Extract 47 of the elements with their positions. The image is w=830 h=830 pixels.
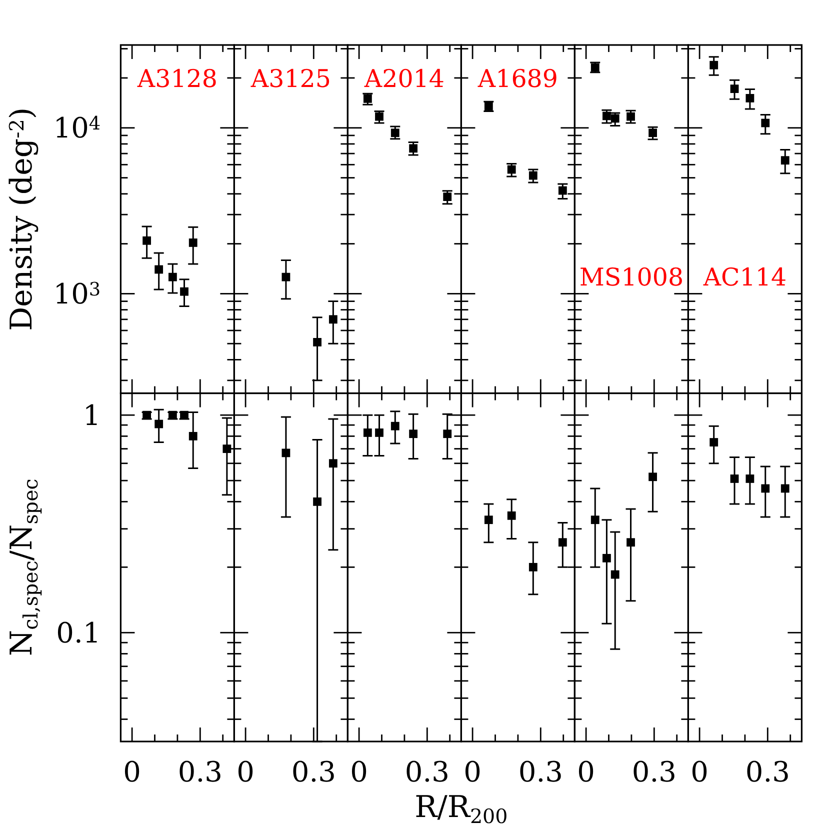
point — [188, 432, 198, 440]
x-tick-label: 0.3 — [291, 756, 336, 788]
x-tick-label: 0 — [690, 756, 708, 788]
x-tick-label: 0.3 — [632, 756, 676, 788]
point — [761, 118, 770, 128]
point — [780, 156, 790, 165]
x-tick-label: 0.3 — [178, 756, 222, 788]
point — [142, 236, 152, 245]
point — [180, 287, 188, 296]
y-tick-label: 1 — [82, 398, 101, 432]
x-tick-label: 0 — [123, 756, 141, 788]
point — [590, 516, 600, 524]
text: A1689 — [476, 64, 558, 93]
x-tick-label: 0.3 — [518, 756, 563, 788]
point — [558, 186, 567, 195]
x-tick-label: 0 — [464, 756, 482, 788]
point — [626, 538, 635, 547]
point — [730, 84, 739, 94]
point — [154, 265, 164, 274]
point — [507, 165, 516, 174]
point — [188, 238, 198, 247]
text: MS1008 — [579, 262, 684, 292]
text: AC114 — [702, 262, 787, 292]
point — [746, 94, 754, 102]
text: A3128 — [136, 64, 218, 93]
y-tick-label: 10$^{3}$ — [53, 277, 101, 310]
point — [602, 554, 611, 562]
x-tick-label: 0.3 — [745, 756, 790, 788]
point — [154, 420, 164, 428]
point — [648, 472, 657, 482]
x-tick-label: 0 — [577, 756, 595, 788]
y-tick-label: 0.1 — [56, 616, 101, 650]
point — [610, 570, 620, 579]
x-tick-label: 0 — [350, 756, 368, 788]
point — [222, 444, 232, 453]
x-tick-label: 0.3 — [404, 756, 450, 788]
x-tick-label: 0 — [236, 756, 254, 788]
y-tick-label: 10$^{4}$ — [53, 112, 101, 145]
point — [710, 60, 718, 70]
point — [507, 511, 516, 520]
point — [484, 516, 493, 524]
point — [528, 562, 538, 572]
text: A3125 — [250, 64, 331, 93]
text: A2014 — [363, 64, 444, 93]
x-axis-title: R/R$_{200}$ — [414, 790, 508, 828]
point — [168, 272, 177, 282]
point — [558, 538, 567, 547]
